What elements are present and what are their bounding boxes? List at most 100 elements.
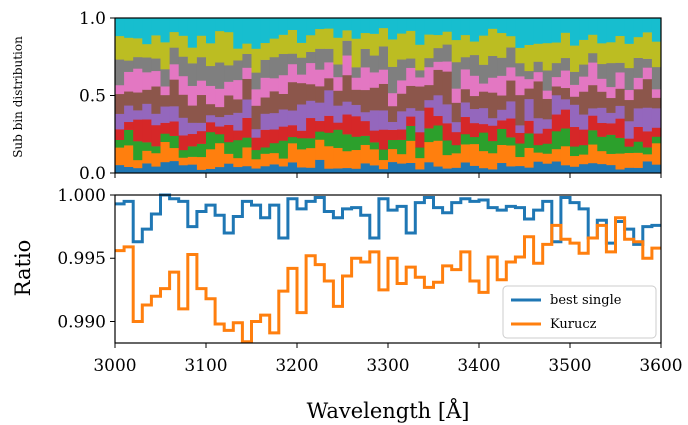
sub-bin-segment — [261, 18, 271, 43]
sub-bin-segment — [133, 160, 143, 168]
sub-bin-segment — [497, 33, 507, 58]
sub-bin-segment — [452, 153, 462, 168]
sub-bin-segment — [179, 95, 189, 118]
sub-bin-segment — [616, 138, 626, 154]
sub-bin-segment — [233, 18, 243, 49]
sub-bin-segment — [461, 162, 471, 173]
sub-bin-segment — [170, 148, 180, 161]
sub-bin-segment — [488, 77, 498, 92]
sub-bin-segment — [224, 163, 234, 173]
sub-bin-segment — [261, 97, 271, 114]
sub-bin-segment — [324, 116, 334, 133]
sub-bin-segment — [415, 18, 425, 45]
sub-bin-segment — [616, 36, 626, 63]
sub-bin-segment — [333, 105, 343, 122]
sub-bin-segment — [643, 147, 653, 154]
sub-bin-segment — [252, 129, 262, 138]
sub-bin-segment — [133, 68, 143, 92]
sub-bin-segment — [606, 165, 616, 173]
sub-bin-segment — [597, 164, 607, 173]
sub-bin-segment — [588, 144, 598, 163]
sub-bin-segment — [497, 145, 507, 163]
sub-bin-segment — [179, 18, 189, 36]
sub-bin-segment — [424, 18, 434, 35]
sub-bin-segment — [461, 144, 471, 162]
sub-bin-segment — [124, 167, 134, 174]
sub-bin-segment — [625, 138, 635, 146]
sub-bin-segment — [261, 147, 271, 154]
sub-bin-segment — [561, 33, 571, 59]
sub-bin-segment — [297, 167, 307, 173]
sub-bin-segment — [424, 85, 434, 100]
sub-bin-segment — [370, 110, 380, 131]
sub-bin-segment — [652, 143, 662, 165]
sub-bin-segment — [543, 70, 553, 90]
sub-bin-segment — [215, 134, 225, 143]
sub-bin-segment — [361, 121, 371, 136]
sub-bin-segment — [279, 94, 289, 110]
sub-bin-segment — [479, 124, 489, 133]
bottom-xtick-label: 3200 — [275, 356, 318, 376]
sub-bin-segment — [652, 67, 662, 90]
sub-bin-segment — [415, 86, 425, 111]
sub-bin-segment — [643, 107, 653, 131]
sub-bin-segment — [252, 49, 262, 73]
legend-label-best-single: best single — [550, 293, 622, 308]
sub-bin-segment — [151, 146, 161, 153]
sub-bin-segment — [488, 92, 498, 118]
sub-bin-segment — [333, 18, 343, 38]
sub-bin-segment — [215, 126, 225, 134]
sub-bin-segment — [297, 149, 307, 167]
sub-bin-segment — [133, 92, 143, 110]
sub-bin-segment — [370, 72, 380, 88]
sub-bin-segment — [297, 83, 307, 105]
sub-bin-segment — [379, 110, 389, 130]
sub-bin-segment — [179, 135, 189, 150]
sub-bin-segment — [288, 53, 298, 64]
sub-bin-segment — [443, 18, 453, 32]
sub-bin-segment — [242, 68, 252, 79]
sub-bin-segment — [515, 133, 525, 144]
sub-bin-segment — [142, 104, 152, 120]
sub-bin-segment — [170, 121, 180, 136]
sub-bin-segment — [397, 140, 407, 155]
sub-bin-segment — [616, 89, 626, 106]
sub-bin-segment — [352, 90, 362, 105]
sub-bin-segment — [188, 63, 198, 86]
sub-bin-segment — [261, 166, 271, 173]
sub-bin-segment — [552, 161, 562, 173]
sub-bin-segment — [497, 129, 507, 145]
sub-bin-segment — [424, 107, 434, 128]
sub-bin-segment — [324, 62, 334, 78]
sub-bin-segment — [279, 18, 289, 35]
sub-bin-segment — [552, 95, 562, 115]
sub-bin-segment — [142, 151, 152, 164]
sub-bin-segment — [352, 18, 362, 39]
sub-bin-segment — [151, 71, 161, 87]
sub-bin-segment — [233, 167, 243, 174]
sub-bin-segment — [515, 143, 525, 157]
sub-bin-segment — [261, 60, 271, 78]
sub-bin-segment — [297, 43, 307, 58]
sub-bin-segment — [379, 28, 389, 47]
bottom-ytick-label: 0.990 — [57, 312, 106, 332]
sub-bin-segment — [170, 32, 180, 48]
sub-bin-segment — [470, 144, 480, 166]
sub-bin-segment — [525, 99, 535, 121]
sub-bin-segment — [534, 18, 544, 44]
sub-bin-segment — [197, 131, 207, 144]
sub-bin-segment — [479, 35, 489, 65]
sub-bin-segment — [206, 18, 216, 43]
legend-label-kurucz: Kurucz — [550, 317, 597, 332]
sub-bin-segment — [206, 66, 216, 86]
sub-bin-segment — [315, 29, 325, 49]
sub-bin-segment — [361, 67, 371, 90]
sub-bin-segment — [443, 104, 453, 123]
sub-bin-segment — [561, 146, 571, 165]
sub-bin-segment — [306, 118, 316, 139]
sub-bin-segment — [579, 91, 589, 114]
sub-bin-segment — [188, 18, 198, 48]
sub-bin-segment — [279, 109, 289, 126]
sub-bin-segment — [515, 18, 525, 48]
sub-bin-segment — [270, 164, 280, 173]
